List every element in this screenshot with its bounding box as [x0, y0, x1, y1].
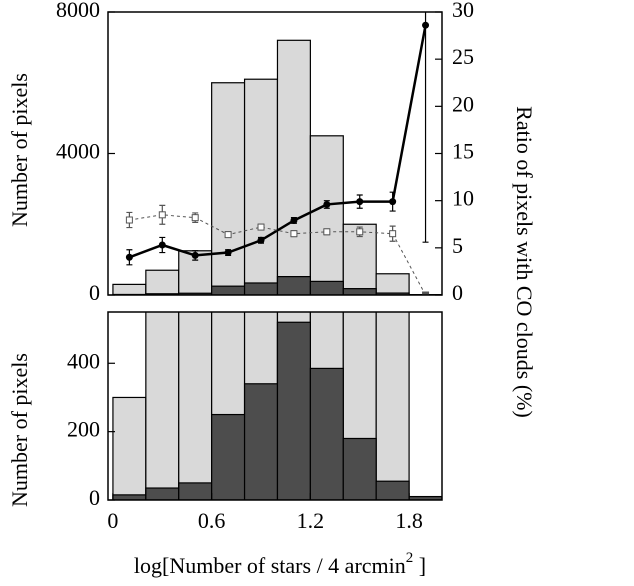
histogram-bar: [342, 288, 377, 295]
marker: [422, 21, 430, 29]
y2-axis-label: Ratio of pixels with CO clouds (%): [512, 106, 537, 418]
ratio-line: [129, 214, 426, 295]
histogram-bar: [276, 321, 311, 500]
y2-tick-label: 5: [452, 233, 463, 258]
ratio-line: [128, 24, 427, 259]
x-axis-label: log[Number of stars / 4 arcmin2 ]: [134, 550, 426, 578]
histogram-bar: [145, 269, 180, 295]
x-tick-label: 1.8: [395, 508, 423, 533]
y2-tick-label: 25: [452, 44, 474, 69]
histogram-bar: [342, 437, 377, 500]
histogram-bar: [309, 367, 344, 500]
histogram-bar: [243, 282, 279, 295]
marker: [323, 200, 331, 208]
marker: [422, 291, 430, 295]
histogram-bar: [112, 396, 147, 500]
histogram-bar: [309, 280, 344, 295]
histogram-bar: [375, 273, 410, 295]
marker: [257, 223, 265, 231]
y2-tick-label: 0: [452, 280, 463, 305]
y-tick-label: 8000: [56, 0, 100, 22]
histogram-bar: [178, 482, 213, 500]
histogram-bar: [211, 82, 246, 295]
marker: [356, 228, 364, 236]
plot-frame: [107, 311, 443, 501]
x-tick-label: 0.6: [198, 508, 226, 533]
marker: [224, 249, 232, 257]
y-tick-label: 4000: [56, 139, 100, 164]
y2-tick-label: 30: [452, 0, 474, 22]
histogram-bar: [375, 480, 410, 500]
histogram-bar: [276, 39, 311, 295]
marker: [125, 253, 133, 261]
histogram-bar: [243, 78, 279, 295]
histogram-bar: [112, 494, 147, 500]
marker: [191, 251, 199, 259]
y-tick-label: 400: [67, 348, 100, 373]
histogram-bar: [145, 487, 180, 500]
histogram-bar: [145, 312, 180, 500]
y2-tick-label: 15: [452, 139, 474, 164]
y2-tick-label: 10: [452, 186, 474, 211]
marker: [158, 241, 166, 249]
histogram-bar: [375, 292, 410, 295]
x-axis-label-end: ]: [413, 553, 426, 578]
y-tick-label: 0: [89, 280, 100, 305]
histogram-bar: [178, 312, 213, 500]
histogram-bar: [112, 283, 147, 295]
y-tick-label: 200: [67, 417, 100, 442]
y-axis-label: Number of pixels: [7, 73, 32, 227]
x-tick-label: 0: [107, 508, 118, 533]
marker: [356, 198, 364, 206]
marker: [389, 198, 397, 206]
plot-area: [112, 12, 442, 295]
histogram-bar: [211, 413, 246, 500]
marker: [257, 236, 265, 244]
y-axis-label: Number of pixels: [7, 353, 32, 507]
y2-tick-label: 20: [452, 91, 474, 116]
histogram-bar: [375, 312, 410, 500]
histogram-bar: [211, 285, 246, 295]
marker: [125, 216, 133, 224]
x-axis-label-superscript: 2: [406, 550, 414, 566]
x-axis-label-main: log[Number of stars / 4 arcmin: [134, 553, 406, 578]
histogram-bar: [243, 383, 279, 500]
histogram-bar: [309, 135, 344, 295]
histogram-bar: [276, 276, 311, 295]
marker: [290, 230, 298, 238]
marker: [191, 214, 199, 222]
marker: [389, 230, 397, 238]
marker: [290, 216, 298, 224]
marker: [158, 211, 166, 219]
x-tick-label: 1.2: [297, 508, 325, 533]
marker: [323, 228, 331, 236]
marker: [224, 231, 232, 239]
y-tick-label: 0: [89, 485, 100, 510]
